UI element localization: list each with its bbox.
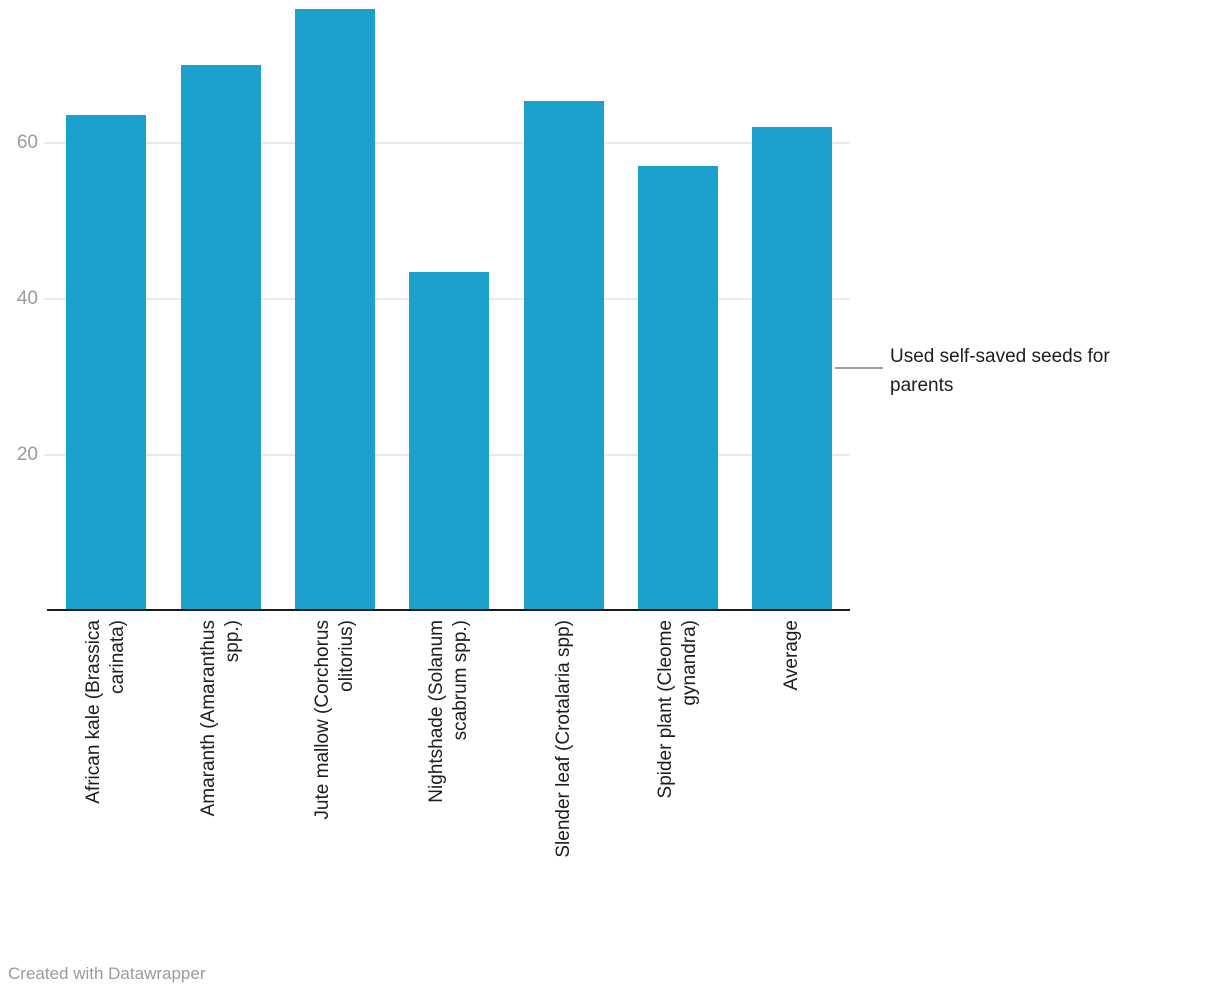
x-axis-label: Nightshade (Solanum scabrum spp.)	[426, 620, 472, 803]
x-axis-label: Slender leaf (Crotalaria spp)	[552, 620, 574, 858]
x-axis-label: Jute mallow (Corchorus olitorius)	[311, 620, 357, 820]
bar[interactable]	[409, 271, 490, 609]
y-axis-tick-label: 40	[16, 288, 38, 309]
bar[interactable]	[294, 8, 375, 609]
legend-annotation: Used self-saved seeds for parents	[890, 346, 1110, 396]
y-axis-tick-label: 20	[16, 444, 38, 465]
y-axis-tick-label: 60	[16, 132, 38, 153]
x-axis-label: Amaranth (Amaranthus spp.)	[197, 620, 243, 817]
x-axis-label: Average	[781, 620, 803, 691]
bar[interactable]	[66, 114, 147, 609]
x-axis-line	[47, 609, 850, 611]
gridline-60	[44, 142, 850, 144]
bar[interactable]	[752, 126, 833, 609]
x-axis-label: Spider plant (Cleome gynandra)	[654, 620, 700, 799]
bar[interactable]	[637, 166, 718, 609]
bar[interactable]	[180, 65, 261, 609]
legend-connector-line	[835, 367, 883, 369]
datawrapper-attribution-link[interactable]: Created with Datawrapper	[8, 964, 206, 983]
bar[interactable]	[523, 100, 604, 609]
x-axis-label: African kale (Brassica carinata)	[83, 620, 129, 804]
